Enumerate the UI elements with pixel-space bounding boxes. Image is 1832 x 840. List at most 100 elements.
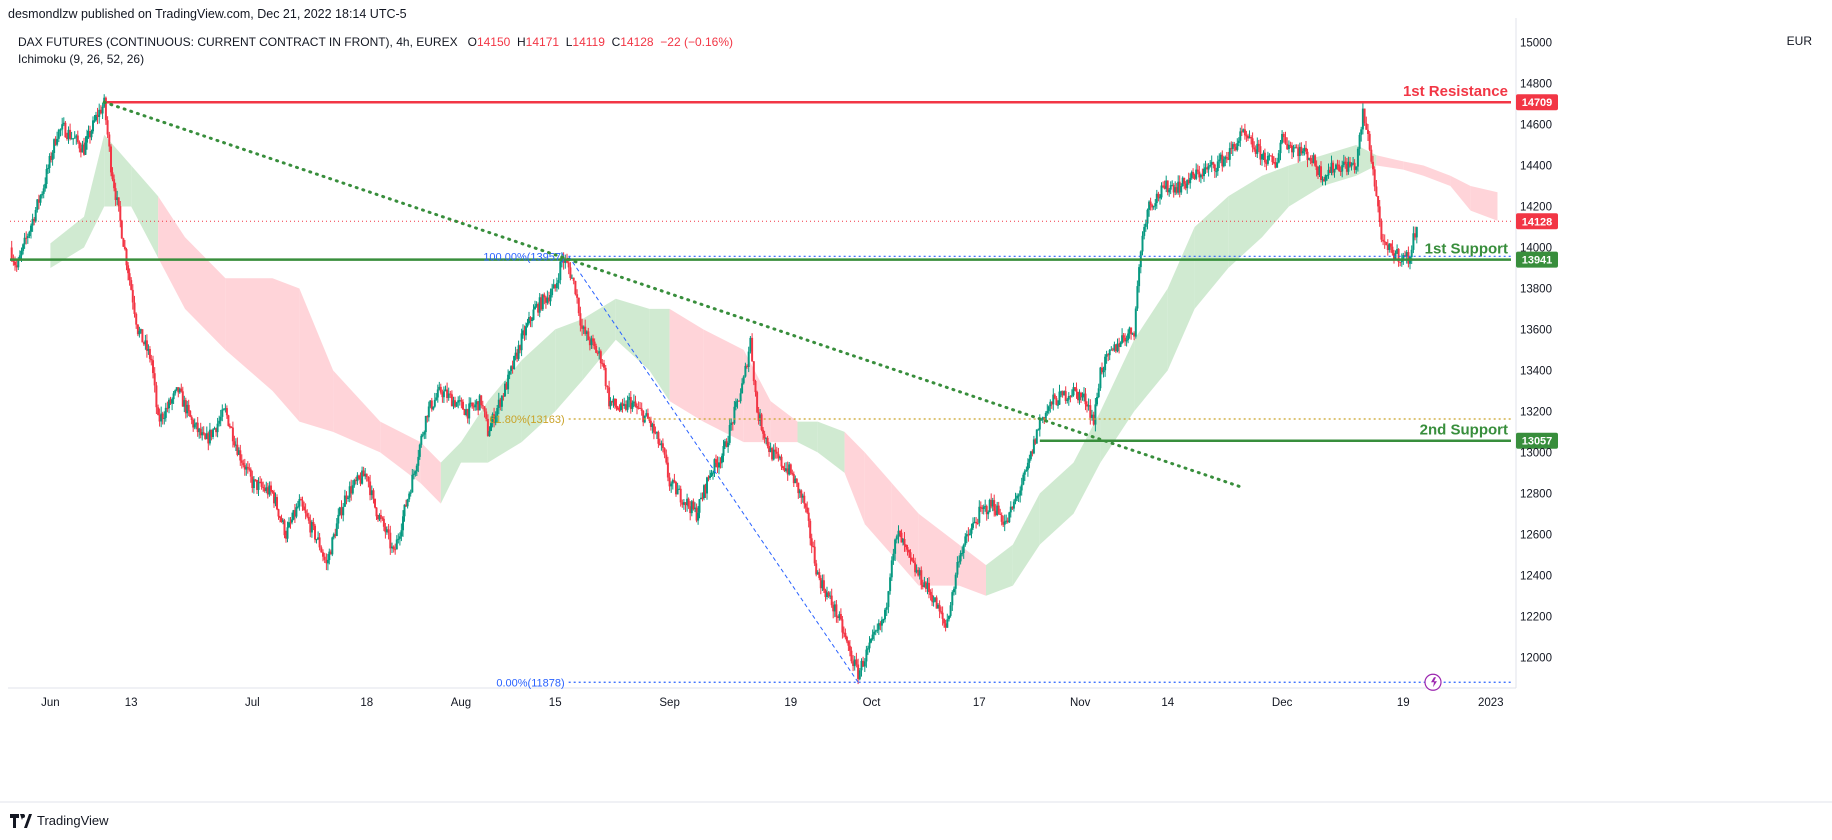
candle (1046, 404, 1049, 416)
candle-body (1077, 391, 1079, 401)
candle (581, 318, 584, 336)
candle-body (800, 490, 803, 498)
candle (1127, 329, 1130, 344)
candle (657, 430, 660, 448)
candle (56, 131, 59, 147)
candle-body (246, 466, 249, 469)
candle-body (1050, 401, 1053, 405)
candle-body (66, 137, 68, 139)
candle (1175, 182, 1178, 195)
candle-body (668, 477, 671, 487)
candle (760, 412, 763, 432)
replay-icon (1424, 673, 1442, 691)
candle (1023, 469, 1026, 481)
candle (690, 500, 693, 517)
candle (541, 293, 544, 311)
candle-body (310, 522, 313, 533)
candle-body (1097, 388, 1100, 397)
candle (928, 577, 930, 599)
candle (596, 350, 599, 356)
candle-body (155, 385, 158, 408)
candle-body (629, 397, 632, 409)
candle (44, 177, 47, 192)
candle (531, 317, 533, 328)
candle (628, 392, 631, 408)
candle-body (682, 502, 685, 505)
candle (358, 474, 360, 480)
candle-body (774, 449, 777, 452)
candle-body (1022, 474, 1025, 485)
candle-body (760, 414, 763, 430)
candle (370, 485, 373, 500)
candle (1119, 341, 1122, 348)
candle-body (742, 376, 745, 384)
candle-body (894, 539, 897, 554)
candle-body (1165, 180, 1168, 189)
candle-body (1094, 404, 1097, 425)
candle-body (953, 588, 955, 593)
candle (1177, 175, 1180, 195)
candle (937, 603, 940, 609)
candle (1131, 332, 1134, 335)
candle-body (225, 408, 228, 416)
candle-body (1245, 135, 1248, 137)
tradingview-brand[interactable]: TradingView (10, 813, 109, 828)
candle (507, 369, 510, 394)
candle-body (391, 546, 393, 549)
chart-frame (0, 18, 1832, 803)
candle (946, 613, 949, 628)
candle (277, 508, 280, 520)
candle-body (892, 553, 895, 561)
candle (199, 422, 202, 439)
candle (540, 294, 543, 311)
candle-body (1268, 155, 1271, 157)
candle (418, 443, 421, 460)
candle-body (818, 572, 821, 579)
candle-body (1358, 134, 1361, 149)
candle (1184, 181, 1187, 191)
candle-body (700, 497, 702, 500)
candle-body (832, 605, 835, 612)
candle-body (543, 294, 546, 298)
candle (769, 442, 772, 453)
candle-body (514, 352, 517, 356)
candle-body (325, 559, 328, 564)
candle-body (985, 506, 988, 515)
candle-body (1096, 397, 1098, 405)
candle-body (1276, 162, 1279, 168)
candle-body (374, 498, 376, 508)
candle (689, 501, 692, 521)
candle (483, 406, 486, 418)
candle-body (84, 142, 87, 155)
candle-body (655, 432, 658, 434)
candle-body (929, 591, 932, 595)
candle (1025, 466, 1028, 472)
candle-body (463, 409, 466, 415)
candle-body (117, 197, 120, 207)
candle-body (1361, 108, 1364, 130)
symbol-name[interactable]: DAX FUTURES (CONTINUOUS: CURRENT CONTRAC… (18, 35, 458, 49)
candle-body (1124, 337, 1127, 342)
candle-body (216, 423, 219, 433)
candle (543, 292, 546, 305)
candle-body (1263, 152, 1266, 163)
candle (350, 479, 353, 501)
indicator-legend[interactable]: Ichimoku (9, 26, 52, 26) (18, 52, 145, 66)
candle-body (457, 400, 460, 403)
candle-body (213, 428, 216, 430)
candle (1300, 142, 1303, 156)
candle-body (233, 441, 236, 446)
candle (1315, 160, 1318, 177)
candle-body (1315, 165, 1318, 170)
candle-body (944, 623, 947, 628)
candle (1060, 390, 1063, 398)
candle (661, 438, 664, 453)
candle-body (215, 428, 218, 433)
candle-body (1155, 193, 1158, 204)
candle-body (1000, 515, 1003, 522)
candle-body (442, 391, 445, 398)
candle-body (17, 258, 20, 268)
candle-body (452, 400, 455, 407)
candle-body (460, 400, 463, 402)
